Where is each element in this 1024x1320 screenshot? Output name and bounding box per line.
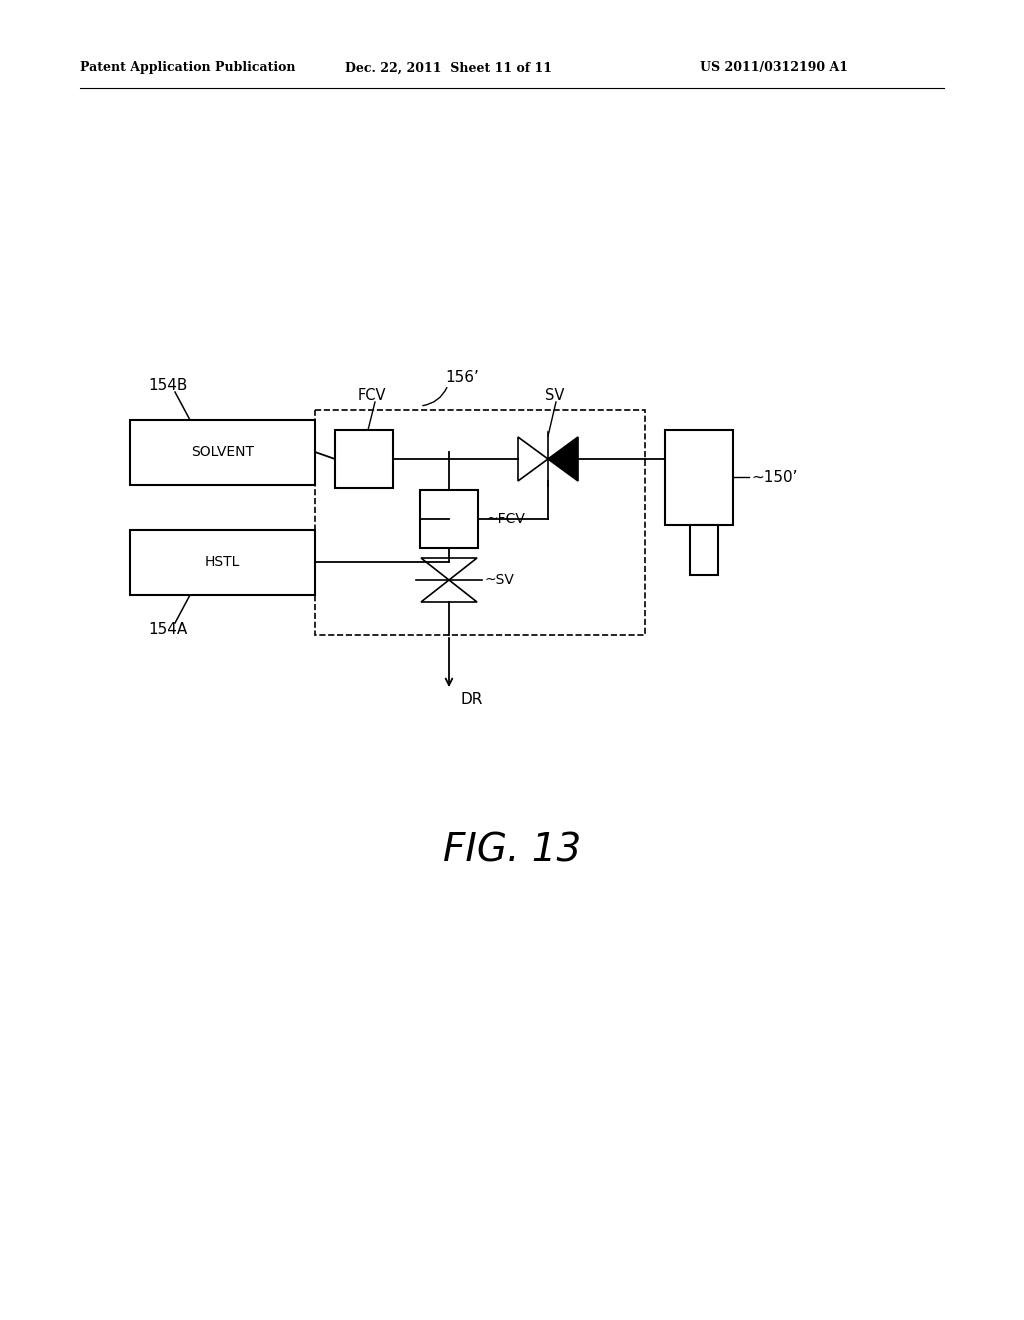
Polygon shape <box>518 437 548 480</box>
Text: 154B: 154B <box>148 378 187 392</box>
Text: ~150’: ~150’ <box>751 470 798 484</box>
Text: Dec. 22, 2011  Sheet 11 of 11: Dec. 22, 2011 Sheet 11 of 11 <box>345 62 552 74</box>
Text: Patent Application Publication: Patent Application Publication <box>80 62 296 74</box>
Bar <box>420 490 478 548</box>
Polygon shape <box>548 437 578 480</box>
Bar <box>690 525 718 576</box>
Bar <box>335 430 393 488</box>
Text: SV: SV <box>545 388 564 403</box>
Text: 154A: 154A <box>148 623 187 638</box>
Text: US 2011/0312190 A1: US 2011/0312190 A1 <box>700 62 848 74</box>
Text: ~FCV: ~FCV <box>486 512 525 525</box>
Text: DR: DR <box>461 693 483 708</box>
Text: ~SV: ~SV <box>485 573 515 587</box>
Text: HSTL: HSTL <box>205 556 241 569</box>
Bar <box>130 531 315 595</box>
Bar <box>665 430 733 525</box>
Text: 156’: 156’ <box>445 371 479 385</box>
Bar <box>130 420 315 484</box>
Polygon shape <box>421 579 477 602</box>
Text: FIG. 13: FIG. 13 <box>442 832 582 869</box>
Bar <box>315 411 645 635</box>
Text: SOLVENT: SOLVENT <box>191 446 254 459</box>
Polygon shape <box>421 558 477 579</box>
Text: FCV: FCV <box>358 388 386 403</box>
